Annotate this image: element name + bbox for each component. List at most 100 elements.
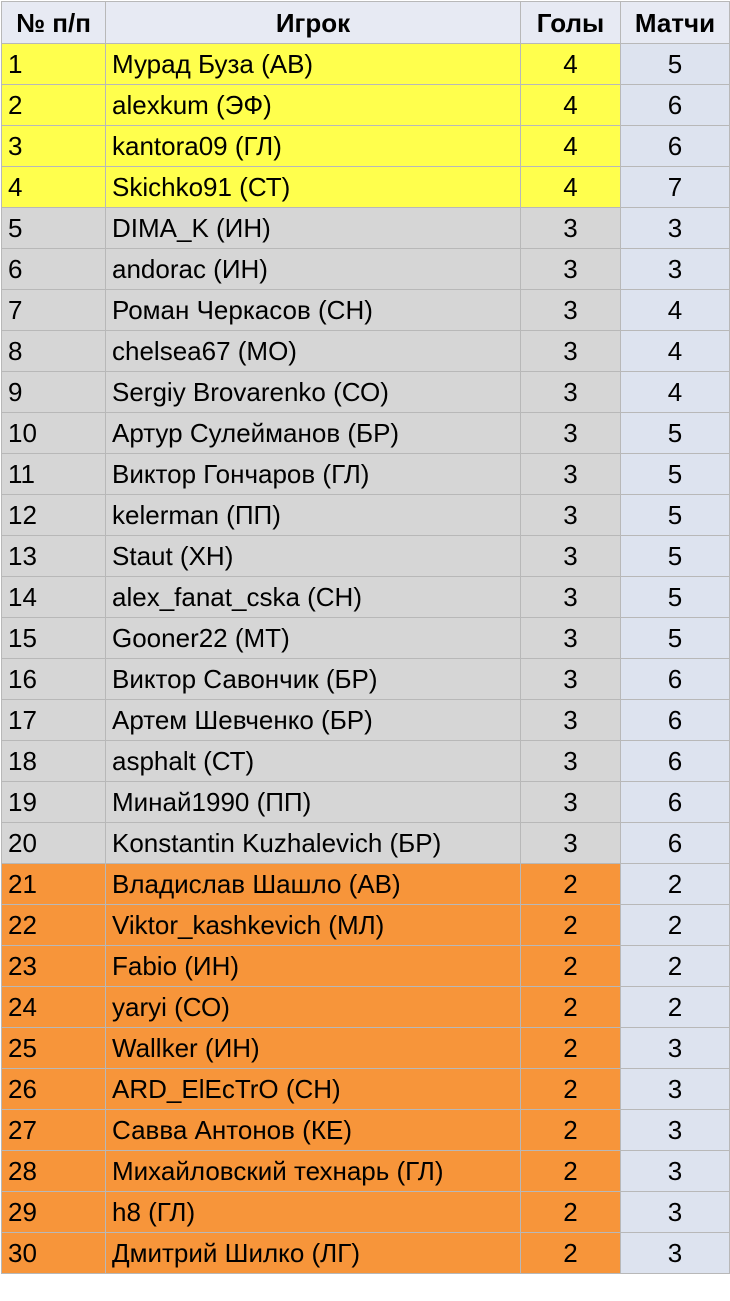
- player-name: alexkum (ЭФ): [105, 84, 521, 126]
- table-row: 24 yaryi (СО) 2 2: [1, 986, 730, 1028]
- row-number: 1: [1, 43, 106, 85]
- player-name: Виктор Гончаров (ГЛ): [105, 453, 521, 495]
- row-number: 18: [1, 740, 106, 782]
- matches-value: 5: [620, 576, 730, 618]
- table-row: 26 ARD_ElEcTrO (СН) 2 3: [1, 1068, 730, 1110]
- player-name: Wallker (ИН): [105, 1027, 521, 1069]
- goals-value: 2: [520, 1068, 621, 1110]
- player-name: DIMA_K (ИН): [105, 207, 521, 249]
- goals-value: 3: [520, 207, 621, 249]
- table-row: 27 Савва Антонов (КЕ) 2 3: [1, 1109, 730, 1151]
- table-row: 19 Минай1990 (ПП) 3 6: [1, 781, 730, 823]
- table-row: 2 alexkum (ЭФ) 4 6: [1, 84, 730, 126]
- player-name: alex_fanat_cska (СН): [105, 576, 521, 618]
- row-number: 19: [1, 781, 106, 823]
- matches-value: 6: [620, 822, 730, 864]
- row-number: 20: [1, 822, 106, 864]
- goals-value: 4: [520, 166, 621, 208]
- header-num[interactable]: № п/п: [1, 1, 106, 44]
- matches-value: 5: [620, 412, 730, 454]
- goals-value: 3: [520, 781, 621, 823]
- matches-value: 7: [620, 166, 730, 208]
- goals-value: 2: [520, 1232, 621, 1274]
- row-number: 5: [1, 207, 106, 249]
- matches-value: 4: [620, 289, 730, 331]
- matches-value: 5: [620, 535, 730, 577]
- goals-value: 3: [520, 494, 621, 536]
- goals-value: 3: [520, 412, 621, 454]
- player-name: Viktor_kashkevich (МЛ): [105, 904, 521, 946]
- table-row: 14 alex_fanat_cska (СН) 3 5: [1, 576, 730, 618]
- matches-value: 3: [620, 1150, 730, 1192]
- row-number: 17: [1, 699, 106, 741]
- goals-value: 2: [520, 1027, 621, 1069]
- player-name: Fabio (ИН): [105, 945, 521, 987]
- matches-value: 3: [620, 1232, 730, 1274]
- goals-value: 2: [520, 1109, 621, 1151]
- table-row: 23 Fabio (ИН) 2 2: [1, 945, 730, 987]
- table-row: 13 Staut (ХН) 3 5: [1, 535, 730, 577]
- row-number: 15: [1, 617, 106, 659]
- matches-value: 6: [620, 781, 730, 823]
- header-player[interactable]: Игрок: [105, 1, 521, 44]
- row-number: 3: [1, 125, 106, 167]
- goals-value: 3: [520, 535, 621, 577]
- matches-value: 2: [620, 904, 730, 946]
- row-number: 26: [1, 1068, 106, 1110]
- player-name: Владислав Шашло (АВ): [105, 863, 521, 905]
- header-row: № п/п Игрок Голы Матчи: [1, 1, 730, 44]
- player-name: Артур Сулейманов (БР): [105, 412, 521, 454]
- matches-value: 4: [620, 330, 730, 372]
- header-matches[interactable]: Матчи: [620, 1, 730, 44]
- matches-value: 3: [620, 207, 730, 249]
- player-name: Виктор Савончик (БР): [105, 658, 521, 700]
- table-row: 10 Артур Сулейманов (БР) 3 5: [1, 412, 730, 454]
- table-row: 20 Konstantin Kuzhalevich (БР) 3 6: [1, 822, 730, 864]
- player-name: Дмитрий Шилко (ЛГ): [105, 1232, 521, 1274]
- row-number: 4: [1, 166, 106, 208]
- row-number: 16: [1, 658, 106, 700]
- row-number: 7: [1, 289, 106, 331]
- player-name: chelsea67 (МО): [105, 330, 521, 372]
- row-number: 24: [1, 986, 106, 1028]
- goals-value: 2: [520, 945, 621, 987]
- goals-value: 2: [520, 1191, 621, 1233]
- player-name: kantora09 (ГЛ): [105, 125, 521, 167]
- player-name: Мурад Буза (АВ): [105, 43, 521, 85]
- row-number: 28: [1, 1150, 106, 1192]
- table-row: 11 Виктор Гончаров (ГЛ) 3 5: [1, 453, 730, 495]
- goals-value: 4: [520, 84, 621, 126]
- goals-value: 3: [520, 740, 621, 782]
- table-row: 8 chelsea67 (МО) 3 4: [1, 330, 730, 372]
- table-row: 30 Дмитрий Шилко (ЛГ) 2 3: [1, 1232, 730, 1274]
- row-number: 6: [1, 248, 106, 290]
- table-row: 5 DIMA_K (ИН) 3 3: [1, 207, 730, 249]
- table-row: 7 Роман Черкасов (СН) 3 4: [1, 289, 730, 331]
- table-row: 17 Артем Шевченко (БР) 3 6: [1, 699, 730, 741]
- matches-value: 6: [620, 125, 730, 167]
- row-number: 10: [1, 412, 106, 454]
- goals-value: 2: [520, 904, 621, 946]
- matches-value: 4: [620, 371, 730, 413]
- header-goals[interactable]: Голы: [520, 1, 621, 44]
- goals-value: 3: [520, 617, 621, 659]
- goals-value: 3: [520, 658, 621, 700]
- player-name: kelerman (ПП): [105, 494, 521, 536]
- matches-value: 5: [620, 617, 730, 659]
- row-number: 29: [1, 1191, 106, 1233]
- row-number: 2: [1, 84, 106, 126]
- player-name: Савва Антонов (КЕ): [105, 1109, 521, 1151]
- goals-value: 4: [520, 125, 621, 167]
- row-number: 9: [1, 371, 106, 413]
- matches-value: 6: [620, 740, 730, 782]
- row-number: 30: [1, 1232, 106, 1274]
- table-row: 25 Wallker (ИН) 2 3: [1, 1027, 730, 1069]
- row-number: 12: [1, 494, 106, 536]
- scorers-table: № п/п Игрок Голы Матчи 1 Мурад Буза (АВ) 4…: [1, 1, 730, 1274]
- matches-value: 5: [620, 43, 730, 85]
- player-name: Gooner22 (МТ): [105, 617, 521, 659]
- matches-value: 6: [620, 84, 730, 126]
- goals-value: 3: [520, 453, 621, 495]
- table-row: 29 h8 (ГЛ) 2 3: [1, 1191, 730, 1233]
- table-row: 28 Михайловский технарь (ГЛ) 2 3: [1, 1150, 730, 1192]
